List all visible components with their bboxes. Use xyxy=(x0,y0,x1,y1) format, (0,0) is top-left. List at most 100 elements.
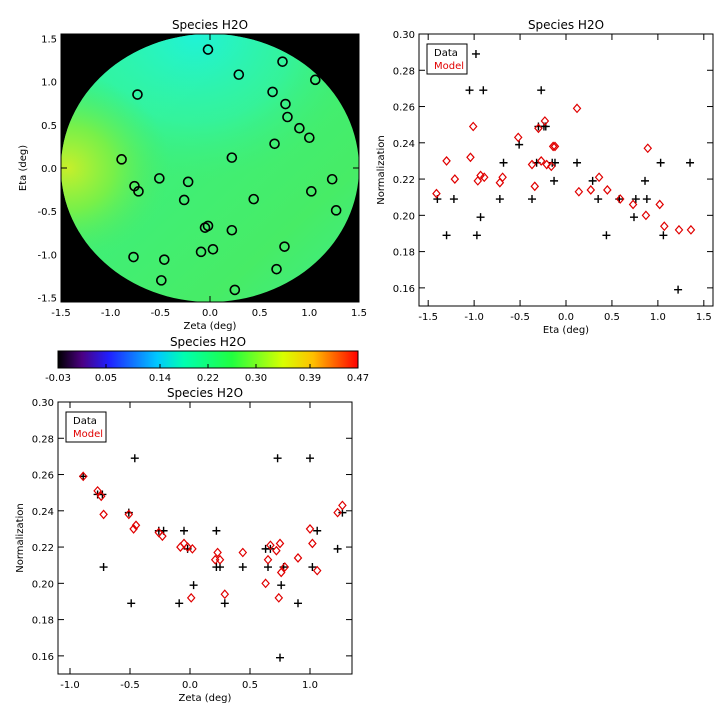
data-point xyxy=(220,599,229,608)
model-point xyxy=(179,538,189,549)
y-tick-label: 0.28 xyxy=(393,66,415,77)
model-point xyxy=(628,199,638,210)
x-tick-label: 0.5 xyxy=(252,308,268,319)
x-tick-label: 1.0 xyxy=(650,312,666,323)
circle-icon xyxy=(156,275,167,286)
data-point xyxy=(471,49,480,58)
data-point xyxy=(674,285,683,294)
circle-icon xyxy=(178,194,190,206)
model-point xyxy=(643,143,653,154)
data-point xyxy=(294,599,302,608)
circle-icon xyxy=(309,74,321,86)
y-tick-label: 0.22 xyxy=(393,175,415,186)
data-point xyxy=(308,563,317,572)
colorbar-tick-label: 0.22 xyxy=(197,373,219,384)
y-tick-label: -1.0 xyxy=(37,250,57,261)
model-point xyxy=(293,553,303,563)
data-point xyxy=(212,526,221,535)
circle-icon xyxy=(277,56,288,67)
y-tick-label: 0.30 xyxy=(393,30,415,41)
data-point xyxy=(476,213,485,222)
circle-icon xyxy=(195,246,207,258)
model-point xyxy=(124,509,134,520)
circle-icon xyxy=(229,284,241,296)
data-point xyxy=(442,231,451,240)
model-point xyxy=(641,210,651,221)
colorbar-tick-label: 0.05 xyxy=(95,373,117,384)
x-axis-label: Zeta (deg) xyxy=(184,321,237,332)
model-point xyxy=(442,156,451,166)
y-tick-label: 0.30 xyxy=(32,398,54,409)
y-tick-label: 0.16 xyxy=(32,652,54,663)
x-tick-label: 0.5 xyxy=(604,312,620,323)
circle-icon xyxy=(116,154,127,165)
model-point xyxy=(276,567,286,578)
x-axis-label: Eta (deg) xyxy=(543,325,589,336)
model-point xyxy=(547,161,556,172)
circle-icon xyxy=(207,243,219,255)
data-point xyxy=(602,231,611,240)
model-series xyxy=(432,103,696,235)
circle-icon xyxy=(182,176,194,188)
data-point xyxy=(277,581,286,590)
x-tick-label: -0.5 xyxy=(120,680,140,691)
model-point xyxy=(466,152,475,163)
model-point xyxy=(542,159,552,170)
colorbar-tick-label: -0.03 xyxy=(45,373,71,384)
y-tick-label: 0.16 xyxy=(393,284,415,295)
y-tick-label: 0.20 xyxy=(393,211,415,222)
model-point xyxy=(615,194,625,204)
circle-icon xyxy=(199,222,211,233)
model-point xyxy=(220,589,230,600)
data-point xyxy=(594,195,603,204)
colorbar-tick-label: 0.30 xyxy=(245,373,267,384)
data-point xyxy=(528,195,537,204)
model-point xyxy=(129,524,138,534)
model-point xyxy=(213,547,222,558)
model-point xyxy=(93,485,102,496)
model-point xyxy=(96,491,106,502)
model-point xyxy=(498,172,507,183)
data-series xyxy=(433,49,695,294)
circle-icon xyxy=(282,111,293,123)
y-tick-label: -1.5 xyxy=(37,294,57,305)
circle-icon xyxy=(304,132,315,144)
model-point xyxy=(266,540,275,551)
legend-model-label: Model xyxy=(434,61,464,72)
data-point xyxy=(656,158,665,167)
y-tick-label: 0.28 xyxy=(32,434,54,445)
circle-icon xyxy=(326,173,338,185)
data-point xyxy=(130,454,139,463)
model-point xyxy=(305,524,315,534)
model-point xyxy=(158,531,167,542)
map-points xyxy=(116,44,342,296)
data-point xyxy=(642,195,651,204)
model-point xyxy=(574,186,584,197)
circle-icon xyxy=(154,173,165,184)
circle-icon xyxy=(271,263,282,275)
model-point xyxy=(280,562,290,572)
model-point xyxy=(274,592,284,603)
data-point xyxy=(306,454,314,463)
model-point xyxy=(450,174,460,184)
colorbar: Species H2O -0.03 0.05 0.14 0.22 0.30 0.39 0.47 xyxy=(45,335,369,384)
legend-data-label: Data xyxy=(73,416,97,427)
circle-icon xyxy=(280,98,291,110)
model-point xyxy=(432,188,441,199)
data-point xyxy=(659,231,668,240)
legend-box xyxy=(426,43,468,75)
data-point xyxy=(472,231,481,240)
model-point xyxy=(176,542,185,552)
data-point xyxy=(79,472,88,481)
model-point xyxy=(308,538,317,549)
model-point xyxy=(655,199,665,210)
x-tick-label: -1.5 xyxy=(51,308,71,319)
x-tick-label: -0.5 xyxy=(151,308,171,319)
model-point xyxy=(186,592,196,603)
model-point xyxy=(527,159,537,170)
data-point xyxy=(573,158,582,167)
model-point xyxy=(594,172,604,183)
map-field xyxy=(61,34,359,302)
map-disk-hot xyxy=(61,34,359,302)
chart-title: Species H2O xyxy=(172,18,248,32)
